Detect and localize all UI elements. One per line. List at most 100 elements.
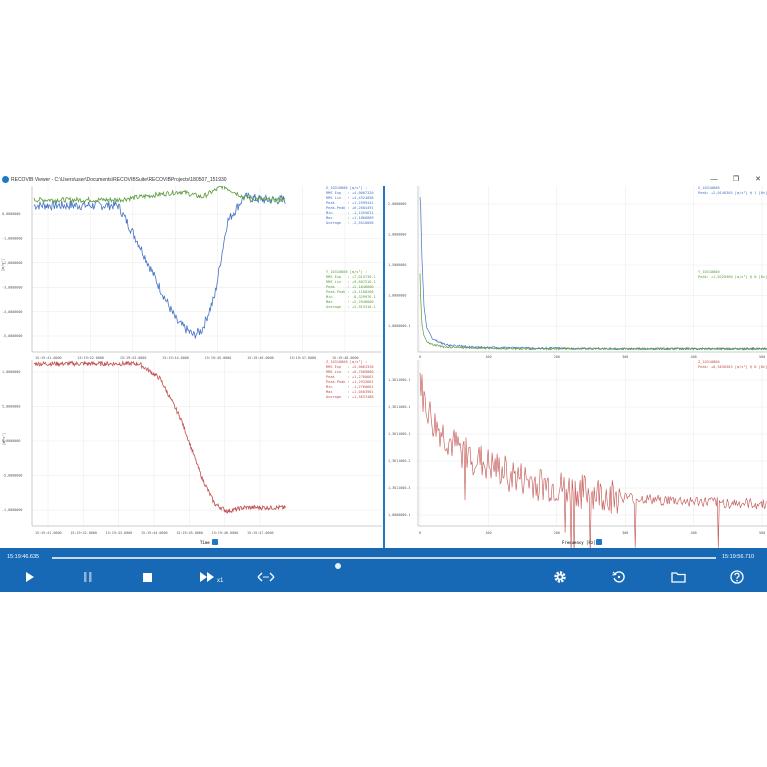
freq-bottom-ytick: 1,0000000-1 xyxy=(388,513,410,517)
time-top-ytick: -1,0000000 xyxy=(2,237,22,241)
expand-range-icon xyxy=(257,572,275,582)
fast-forward-icon xyxy=(200,572,214,582)
freq-top-xtick: 200 xyxy=(554,355,560,359)
freq-top-ytick: 1,5000000 xyxy=(388,263,406,267)
freq-bottom-ytick: 1,3611000-2 xyxy=(388,459,410,463)
maximize-button[interactable]: ❐ xyxy=(732,176,740,183)
freq-top-ytick: 1,0000000 xyxy=(388,294,406,298)
series-y-line xyxy=(33,186,286,204)
time-top-ytick: -3,0000000 xyxy=(2,285,22,289)
series-x-line xyxy=(33,192,286,339)
time-bottom-ytick: 5,0000000 xyxy=(2,405,20,409)
freq-plot-z-svg: 1,3611000-1 1,3611000-1 1,3611000-1 1,36110… xyxy=(388,360,767,550)
folder-icon xyxy=(670,572,686,583)
fast-forward-button[interactable] xyxy=(198,568,216,586)
time-bottom-xtick: 15:19:45.0000 xyxy=(176,531,203,535)
expand-range-button[interactable] xyxy=(256,568,276,586)
peak-label-x: X_10310806 Peak: +2,0146305 [m/s²] @ 1 [… xyxy=(698,186,767,195)
time-bottom-xtick: 15:19:43.0000 xyxy=(106,531,133,535)
freq-bottom-xtick: 500 xyxy=(759,531,765,535)
speed-label: x1 xyxy=(217,578,224,584)
time-top-xtick: 15:19:42.0000 xyxy=(77,356,104,360)
help-button[interactable] xyxy=(728,568,746,586)
panel-divider[interactable] xyxy=(383,186,385,550)
timeline-slider[interactable] xyxy=(52,557,716,569)
lock-icon-frequency[interactable] xyxy=(596,539,602,545)
stop-icon xyxy=(142,572,152,582)
freq-plot-xy-svg: 2,0000000 1,0000000 1,5000000 1,0000000 1,00… xyxy=(388,186,767,359)
freq-top-xtick: 400 xyxy=(691,355,697,359)
xlabel-frequency: Frequency [Hz] xyxy=(562,540,596,545)
freq-bottom-xtick: 100 xyxy=(485,531,491,535)
time-plot-z-svg: [m/s²] 1,0000000 5,0000000 0,0000000 -5,000… xyxy=(2,360,382,545)
freq-bottom-ytick: 1,3611000-1 xyxy=(388,378,410,382)
stats-z: Z_10310806 [m/s²] : RMS Exp : +5,0063328… xyxy=(326,360,374,399)
time-plot-xy-svg: [m/s²] 0,0000000 -1,0000000 -2,0000000 -3,0… xyxy=(1,186,382,353)
stop-button[interactable] xyxy=(139,568,155,586)
freq-top-xtick: 0 xyxy=(419,355,421,359)
freq-top-xtick: 500 xyxy=(759,355,765,359)
gear-icon xyxy=(554,571,566,583)
time-top-ytick: -5,0000000 xyxy=(2,334,22,338)
time-top-xtick: 15:19:46.0000 xyxy=(247,356,274,360)
time-plot-z[interactable]: [m/s²] 1,0000000 5,0000000 0,0000000 -5,000… xyxy=(0,360,382,550)
time-bottom-xtick: 15:19:46.0000 xyxy=(212,531,239,535)
ylabel-bottom: [m/s²] xyxy=(2,433,6,445)
stats-x: X_10310806 [m/s²] : RMS Exp : +4,0007320… xyxy=(326,186,374,225)
time-top-ytick: -2,0000000 xyxy=(2,261,22,265)
freq-top-ytick: 2,0000000 xyxy=(388,202,406,206)
time-top-xtick: 15:19:44.0000 xyxy=(162,356,189,360)
lock-icon-time[interactable] xyxy=(212,539,218,545)
time-xaxis-top: 15:19:41.0000 15:19:42.0000 15:19:43.0000 1… xyxy=(0,354,382,362)
title-bar: RECOVIB Viewer - C:\Users\user\Documents… xyxy=(0,174,767,186)
spectrum-z-line xyxy=(419,372,767,550)
play-button[interactable] xyxy=(22,568,38,586)
history-icon xyxy=(612,571,625,583)
time-top-ytick: -4,0000000 xyxy=(2,310,22,314)
time-top-ytick: 0,0000000 xyxy=(2,212,20,216)
freq-bottom-ytick: 1,3611000-1 xyxy=(388,405,410,409)
time-top-xtick: 15:19:48.0000 xyxy=(332,356,359,360)
peak-label-y: Y_10310806 Peak: +1,0220360 [m/s²] @ 0 [… xyxy=(698,270,767,279)
time-bottom-ytick: 1,0000000 xyxy=(2,370,20,374)
ylabel-top: [m/s²] xyxy=(1,259,5,271)
time-top-xtick: 15:19:43.0000 xyxy=(120,356,147,360)
playback-bar: 15:19:46.635 15:19:56.710 x1 xyxy=(0,548,767,592)
time-plot-xy[interactable]: [m/s²] 0,0000000 -1,0000000 -2,0000000 -3,0… xyxy=(0,186,382,356)
freq-top-ytick: 1,0000000 xyxy=(388,233,406,237)
time-top-xtick: 15:19:47.0000 xyxy=(290,356,317,360)
freq-bottom-ytick: 1,3611000-3 xyxy=(388,486,410,490)
time-bottom-xtick: 15:19:44.0000 xyxy=(141,531,168,535)
freq-bottom-xtick: 200 xyxy=(554,531,560,535)
app-window: RECOVIB Viewer - C:\Users\user\Documents… xyxy=(0,174,767,592)
timeline-thumb[interactable] xyxy=(334,563,341,569)
open-folder-button[interactable] xyxy=(669,568,687,586)
time-bottom-ytick: -1,0000000 xyxy=(2,508,22,512)
pause-icon xyxy=(84,572,92,582)
time-bottom-xtick: 15:19:47.0000 xyxy=(247,531,274,535)
minimize-button[interactable]: — xyxy=(710,176,718,183)
freq-bottom-ytick: 1,3611000-1 xyxy=(388,432,410,436)
app-logo-icon xyxy=(2,176,9,183)
time-top-xtick: 15:19:41.0000 xyxy=(35,356,62,360)
start-time: 15:19:46.635 xyxy=(7,554,40,560)
freq-plot-z[interactable]: 1,3611000-1 1,3611000-1 1,3611000-1 1,36110… xyxy=(386,360,767,550)
time-top-xtick: 15:19:45.0000 xyxy=(205,356,232,360)
freq-plot-xy[interactable]: 2,0000000 1,0000000 1,5000000 1,0000000 1,00… xyxy=(386,186,767,360)
time-bottom-ytick: -5,0000000 xyxy=(2,474,22,478)
close-button[interactable]: ✕ xyxy=(755,176,761,183)
stats-y: Y_10310806 [m/s²] : RMS Exp : +7,015730-… xyxy=(326,270,376,309)
series-z-line xyxy=(33,360,286,514)
window-title: RECOVIB Viewer - C:\Users\user\Documents… xyxy=(11,177,227,183)
spectrum-y-line xyxy=(419,273,767,351)
freq-top-xtick: 100 xyxy=(485,355,491,359)
help-icon xyxy=(730,570,744,584)
peak-label-z: Z_10310806 Peak: +8,5636303 [m/s²] @ 0 [… xyxy=(698,360,767,369)
pause-button[interactable] xyxy=(80,568,96,586)
time-bottom-xtick: 15:19:42.0000 xyxy=(70,531,97,535)
history-button[interactable] xyxy=(610,568,628,586)
play-icon xyxy=(26,572,34,582)
settings-button[interactable] xyxy=(551,568,569,586)
freq-bottom-xtick: 0 xyxy=(419,531,421,535)
freq-top-xtick: 300 xyxy=(622,355,628,359)
